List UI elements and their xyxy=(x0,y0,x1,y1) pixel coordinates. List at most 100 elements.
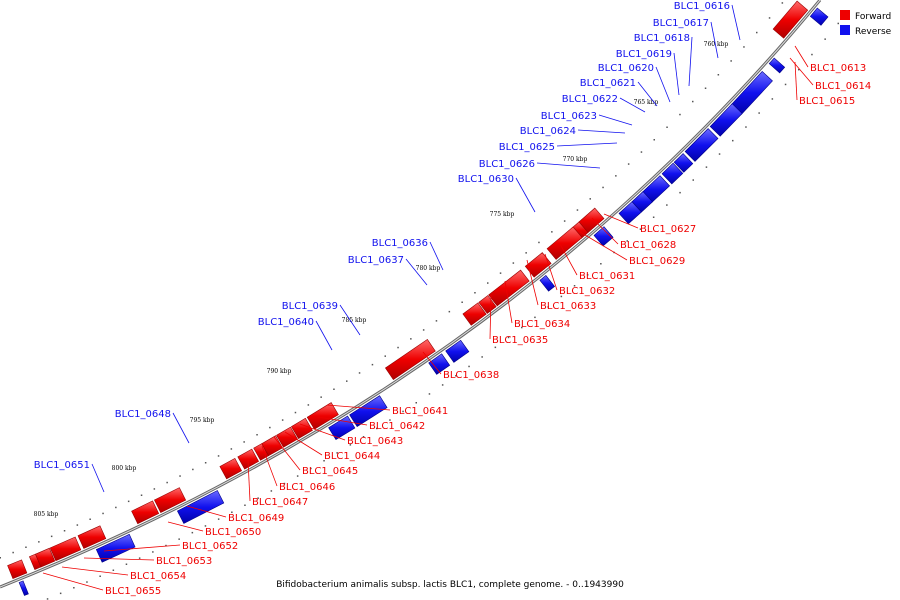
forward-gene-box[interactable] xyxy=(488,269,530,307)
gene-label[interactable]: BLC1_0637 xyxy=(348,255,404,266)
minor-tick-dot xyxy=(296,475,299,477)
forward-gene-box[interactable] xyxy=(29,553,42,570)
minor-tick-dot xyxy=(217,518,220,520)
gene-label[interactable]: BLC1_0648 xyxy=(115,409,171,420)
minor-tick-dot xyxy=(243,441,245,443)
gene-label[interactable]: BLC1_0624 xyxy=(520,126,576,137)
forward-gene-box[interactable] xyxy=(7,559,28,579)
minor-tick-dot xyxy=(191,531,194,534)
forward-gene-box[interactable] xyxy=(131,500,160,525)
gene-label[interactable]: BLC1_0632 xyxy=(559,286,615,297)
reverse-gene-box[interactable] xyxy=(18,580,29,596)
gene-label[interactable]: BLC1_0618 xyxy=(634,33,690,44)
minor-tick-dot xyxy=(521,326,523,329)
gene-label[interactable]: BLC1_0651 xyxy=(34,460,90,471)
forward-gene-box[interactable] xyxy=(153,487,187,514)
gene-label[interactable]: BLC1_0638 xyxy=(443,370,499,381)
forward-gene-box[interactable] xyxy=(219,457,243,480)
forward-gene-box[interactable] xyxy=(384,338,436,381)
gene-label[interactable]: BLC1_0634 xyxy=(514,319,570,330)
minor-tick-dot xyxy=(811,53,813,56)
reverse-gene-box[interactable] xyxy=(428,353,451,375)
gene-label[interactable]: BLC1_0628 xyxy=(620,240,676,251)
gene-label[interactable]: BLC1_0625 xyxy=(499,142,555,153)
gene-label[interactable]: BLC1_0645 xyxy=(302,466,358,477)
reverse-gene-box[interactable] xyxy=(593,226,614,247)
gene-label[interactable]: BLC1_0636 xyxy=(372,238,428,249)
gene-label[interactable]: BLC1_0647 xyxy=(252,497,308,508)
forward-gene-box[interactable] xyxy=(524,252,552,278)
forward-gene-box[interactable] xyxy=(306,402,339,430)
minor-tick-dot xyxy=(512,262,515,264)
gene-label[interactable]: BLC1_0649 xyxy=(228,513,284,524)
forward-gene-box[interactable] xyxy=(276,426,298,448)
gene-label[interactable]: BLC1_0643 xyxy=(347,436,403,447)
gene-label[interactable]: BLC1_0642 xyxy=(369,421,425,432)
forward-gene-box[interactable] xyxy=(462,302,487,326)
minor-tick-dot xyxy=(230,448,233,450)
gene-label[interactable]: BLC1_0617 xyxy=(653,18,709,29)
forward-gene-box[interactable] xyxy=(237,448,260,470)
reverse-gene-box[interactable] xyxy=(661,162,684,185)
gene-label[interactable]: BLC1_0622 xyxy=(562,94,618,105)
gene-label[interactable]: BLC1_0646 xyxy=(279,482,335,493)
minor-tick-dot xyxy=(283,482,286,485)
reverse-gene-box[interactable] xyxy=(768,57,786,74)
gene-label[interactable]: BLC1_0621 xyxy=(580,78,636,89)
gene-label[interactable]: BLC1_0653 xyxy=(156,556,212,567)
gene-label[interactable]: BLC1_0639 xyxy=(282,301,338,312)
gene-label[interactable]: BLC1_0613 xyxy=(810,63,866,74)
gene-label[interactable]: BLC1_0619 xyxy=(616,49,672,60)
gene-label[interactable]: BLC1_0627 xyxy=(640,224,696,235)
gene-label[interactable]: BLC1_0635 xyxy=(492,335,548,346)
gene-label[interactable]: BLC1_0650 xyxy=(205,527,261,538)
minor-tick-dot xyxy=(281,419,284,421)
gene-label-leader xyxy=(536,162,601,169)
gene-label[interactable]: BLC1_0626 xyxy=(479,159,535,170)
gene-label[interactable]: BLC1_0623 xyxy=(541,111,597,122)
gene-label[interactable]: BLC1_0615 xyxy=(799,96,855,107)
gene-label[interactable]: BLC1_0631 xyxy=(579,271,635,282)
gene-label[interactable]: BLC1_0641 xyxy=(392,406,448,417)
minor-tick-dot xyxy=(384,355,386,357)
minor-tick-dot xyxy=(346,380,348,382)
forward-gene-box[interactable] xyxy=(546,226,583,260)
minor-tick-dot xyxy=(76,524,79,526)
reverse-gene-box[interactable] xyxy=(95,533,136,563)
gene-label[interactable]: BLC1_0630 xyxy=(458,174,514,185)
gene-label[interactable]: BLC1_0644 xyxy=(324,451,380,462)
reverse-gene-box[interactable] xyxy=(539,274,556,292)
gene-label[interactable]: BLC1_0652 xyxy=(182,541,238,552)
gene-label-leader xyxy=(489,294,492,340)
reverse-gene-box[interactable] xyxy=(445,339,470,363)
forward-gene-box[interactable] xyxy=(290,417,313,440)
gene-label[interactable]: BLC1_0654 xyxy=(130,571,186,582)
minor-tick-dot xyxy=(435,320,438,322)
forward-gene-box[interactable] xyxy=(77,525,107,549)
gene-label[interactable]: BLC1_0633 xyxy=(540,301,596,312)
forward-gene-box[interactable] xyxy=(49,536,82,562)
forward-gene-box[interactable] xyxy=(478,295,497,314)
reverse-gene-box[interactable] xyxy=(176,490,225,524)
reverse-gene-box[interactable] xyxy=(709,103,743,137)
scale-tick-label: 795 kbp xyxy=(190,417,215,424)
reverse-gene-box[interactable] xyxy=(684,128,719,162)
gene-label[interactable]: BLC1_0655 xyxy=(105,586,161,597)
minor-tick-dot xyxy=(768,17,771,19)
gene-label[interactable]: BLC1_0616 xyxy=(674,1,730,12)
minor-tick-dot xyxy=(402,410,404,413)
gene-label[interactable]: BLC1_0640 xyxy=(258,317,314,328)
gene-label[interactable]: BLC1_0629 xyxy=(629,256,685,267)
minor-tick-dot xyxy=(323,460,325,462)
gene-label[interactable]: BLC1_0620 xyxy=(598,63,654,74)
reverse-gene-box[interactable] xyxy=(809,7,829,26)
gene-label[interactable]: BLC1_0614 xyxy=(815,81,871,92)
reverse-gene-box[interactable] xyxy=(673,153,694,173)
minor-tick-dot xyxy=(560,295,563,298)
forward-gene-box[interactable] xyxy=(772,0,809,39)
reverse-gene-box[interactable] xyxy=(618,201,642,225)
minor-tick-dot xyxy=(50,535,53,538)
minor-tick-dot xyxy=(12,551,14,554)
reverse-gene-box[interactable] xyxy=(349,395,388,428)
minor-tick-dot xyxy=(679,113,681,116)
